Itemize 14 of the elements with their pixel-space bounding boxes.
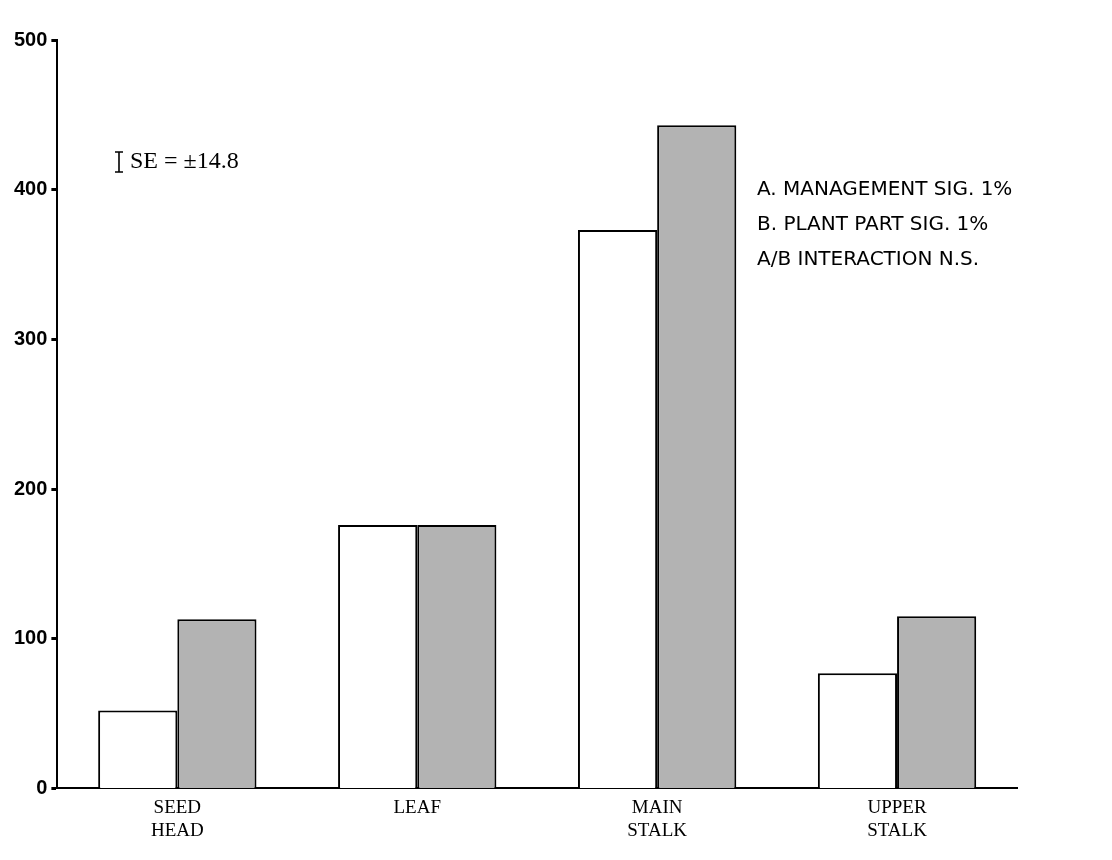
y-tick-label: 100 bbox=[13, 626, 48, 649]
y-tick-label: 300 bbox=[13, 326, 48, 349]
annotation: B. PLANT PART SIG. 1% bbox=[757, 211, 989, 236]
y-tick-label: 400 bbox=[13, 177, 48, 200]
x-tick-label: LEAF bbox=[393, 795, 441, 817]
x-tick-label: MAIN STALK bbox=[627, 795, 688, 840]
x-tick-label: SEED HEAD bbox=[150, 795, 204, 840]
y-tick-label: 0 bbox=[36, 775, 48, 798]
y-tick-label: 200 bbox=[13, 476, 48, 499]
annotation: A/B INTERACTION N.S. bbox=[757, 246, 980, 271]
x-tick-label: UPPER STALK bbox=[867, 795, 928, 840]
annotation: SE = ±14.8 bbox=[130, 147, 239, 174]
y-tick-label: 500 bbox=[13, 27, 48, 50]
annotation: A. MANAGEMENT SIG. 1% bbox=[757, 176, 1013, 201]
